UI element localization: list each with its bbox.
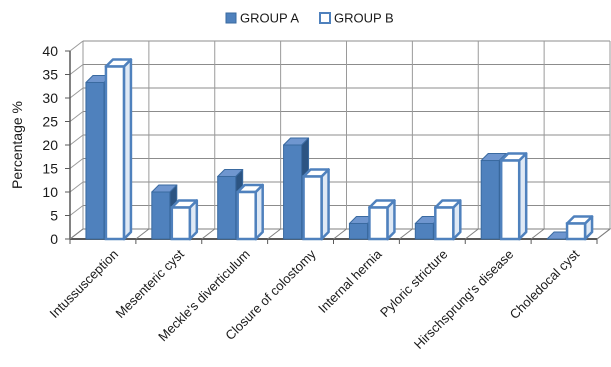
floor-divider [135, 228, 150, 240]
gridline-slant [69, 40, 84, 52]
y-tick-label: 30 [42, 90, 58, 106]
y-axis-label: Percentage % [9, 101, 25, 189]
bar-front [565, 222, 587, 241]
floor-divider [201, 228, 216, 240]
floor-divider [69, 228, 84, 240]
x-tick-label: Pyloric stricture [377, 247, 450, 320]
x-tick-label: Internal hernia [315, 246, 385, 316]
y-tick-label: 5 [50, 208, 58, 224]
bar-front [434, 206, 455, 241]
bar [368, 199, 396, 241]
bar-front [348, 222, 368, 240]
bar-front [170, 206, 192, 241]
bar-front [85, 81, 105, 240]
y-tick-label: 15 [42, 161, 58, 177]
x-tick-label: Mesenteric cyst [112, 246, 187, 321]
gridline-slant [69, 158, 84, 169]
bar [236, 183, 264, 241]
y-tick-label: 10 [42, 184, 58, 200]
grid-lines [69, 40, 611, 229]
bar [434, 199, 462, 241]
floor-divider [267, 228, 281, 240]
bar-front [302, 175, 323, 241]
bar-front [368, 206, 389, 241]
bar-front [499, 159, 521, 241]
y-tick-label: 20 [42, 137, 58, 153]
x-tick-label: Intussusception [47, 247, 121, 321]
bar [565, 215, 594, 241]
bar [104, 58, 133, 241]
bars [85, 58, 594, 241]
bar [499, 152, 528, 241]
legend-swatch [225, 12, 237, 24]
bar-front [151, 191, 171, 240]
gridline-slant [69, 205, 84, 216]
bar-front [104, 65, 126, 241]
bar-front [414, 222, 434, 240]
bar [302, 168, 330, 241]
legend-label: GROUP A [240, 11, 299, 26]
legend-label: GROUP B [334, 11, 394, 26]
gridline-slant [69, 87, 84, 99]
gridline-slant [69, 134, 84, 146]
x-tick-label: Choledocal cyst [507, 246, 583, 322]
bar-front [480, 160, 500, 240]
floor-divider [596, 228, 611, 240]
gridline-slant [69, 111, 84, 122]
gridline-slant [69, 64, 84, 75]
legend: GROUP A GROUP B [225, 11, 394, 26]
bar [170, 199, 199, 241]
y-tick-label: 40 [42, 43, 58, 59]
floor-divider [464, 228, 479, 240]
floor-divider [333, 228, 347, 240]
bar-front [217, 175, 237, 240]
axes [65, 50, 611, 244]
gridline-slant [69, 181, 84, 193]
y-tick-label: 35 [42, 67, 58, 83]
y-tick-label: 25 [42, 114, 58, 130]
bar-front [236, 190, 257, 241]
bar-front [283, 144, 303, 240]
floor-divider [530, 228, 545, 240]
y-tick-label: 0 [50, 231, 58, 247]
legend-swatch [319, 12, 331, 24]
floor-divider [399, 228, 413, 240]
